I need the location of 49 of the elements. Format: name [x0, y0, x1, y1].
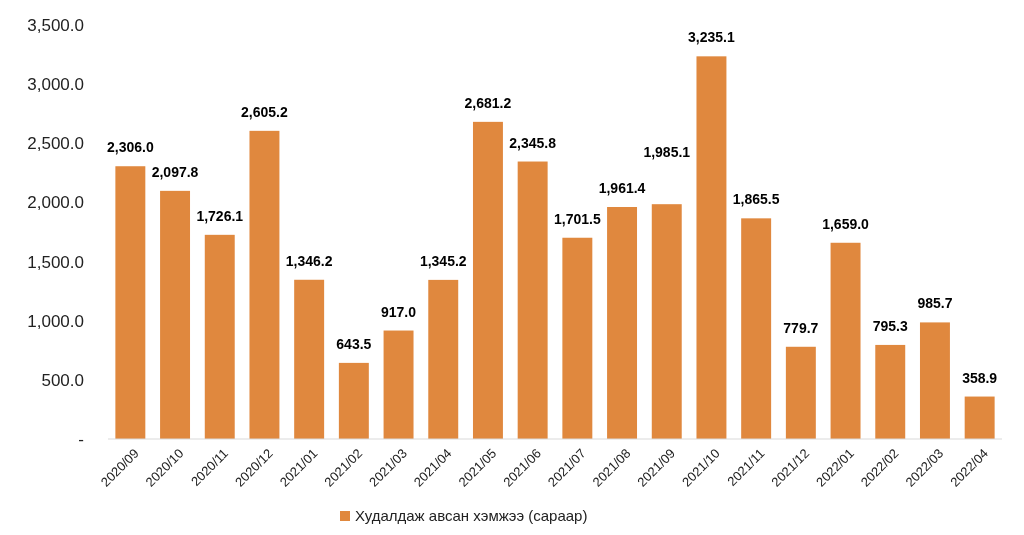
y-tick-label: 3,500.0 [27, 15, 84, 35]
bar [562, 237, 593, 439]
data-label: 3,235.1 [688, 29, 736, 46]
data-label: 1,701.5 [553, 210, 601, 227]
data-label: 358.9 [962, 369, 998, 386]
data-label: 1,961.4 [598, 179, 646, 196]
bar [964, 396, 995, 439]
data-label: 2,306.0 [106, 139, 154, 156]
bar [875, 344, 906, 439]
data-label: 779.7 [783, 319, 819, 336]
y-tick-label: 2,000.0 [27, 193, 84, 213]
y-tick-label: 2,500.0 [27, 134, 84, 154]
bar [696, 56, 727, 439]
bar [160, 190, 191, 439]
bar [919, 322, 950, 439]
data-label: 2,345.8 [509, 134, 557, 151]
y-tick-label: 1,500.0 [27, 252, 84, 272]
bar [651, 204, 682, 439]
data-label: 2,681.2 [464, 94, 512, 111]
y-tick-label: 500.0 [41, 370, 84, 390]
data-label: 2,097.8 [151, 163, 199, 180]
bar [830, 242, 861, 439]
y-tick-label: 3,000.0 [27, 75, 84, 95]
bar [338, 362, 369, 439]
data-label: 795.3 [872, 317, 908, 334]
bar [785, 346, 816, 439]
bar [249, 130, 280, 439]
y-tick-label: 1,000.0 [27, 311, 84, 331]
data-label: 643.5 [336, 335, 372, 352]
bar [204, 234, 235, 439]
bar [294, 279, 325, 439]
data-label: 1,659.0 [822, 215, 870, 232]
data-label: 917.0 [381, 303, 417, 320]
bar [383, 330, 414, 439]
bar [472, 121, 503, 439]
bar [517, 161, 548, 439]
data-label: 1,985.1 [643, 143, 691, 160]
y-tick-label: - [78, 429, 84, 449]
bar [428, 279, 459, 439]
data-label: 1,726.1 [196, 207, 244, 224]
data-label: 2,605.2 [241, 103, 289, 120]
legend-label: Худалдаж авсан хэмжээ (сараар) [355, 507, 588, 525]
data-label: 985.7 [917, 295, 953, 312]
data-label: 1,345.2 [419, 252, 467, 269]
bar [607, 206, 638, 439]
data-label: 1,865.5 [732, 191, 780, 208]
bar [741, 218, 772, 439]
bar [115, 166, 146, 439]
data-label: 1,346.2 [285, 252, 333, 269]
